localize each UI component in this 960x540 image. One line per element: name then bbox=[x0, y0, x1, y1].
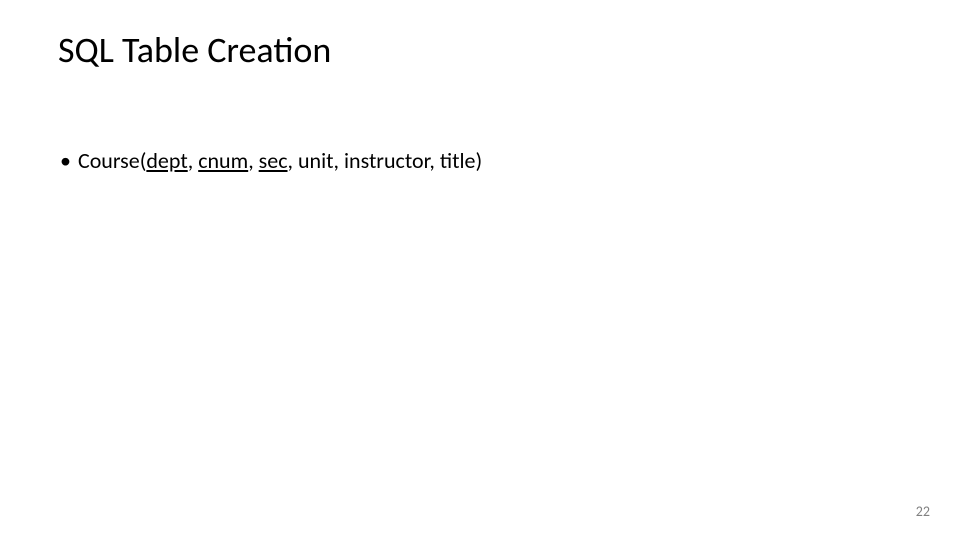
bullet-text: Course(dept, cnum, sec, unit, instructor… bbox=[78, 147, 482, 174]
slide: SQL Table Creation • Course(dept, cnum, … bbox=[0, 0, 960, 540]
text-segment: , unit, instructor, title) bbox=[288, 147, 483, 174]
page-number: 22 bbox=[916, 503, 930, 520]
bullet-dot: • bbox=[60, 147, 71, 174]
underlined-segment: sec bbox=[259, 147, 288, 174]
text-segment: Course( bbox=[78, 147, 146, 174]
underlined-segment: dept bbox=[146, 147, 187, 174]
text-segment: , bbox=[188, 147, 198, 174]
underlined-segment: cnum bbox=[198, 147, 248, 174]
text-segment: , bbox=[248, 147, 258, 174]
slide-title: SQL Table Creation bbox=[58, 28, 331, 72]
bullet-item: • Course(dept, cnum, sec, unit, instruct… bbox=[60, 147, 482, 174]
